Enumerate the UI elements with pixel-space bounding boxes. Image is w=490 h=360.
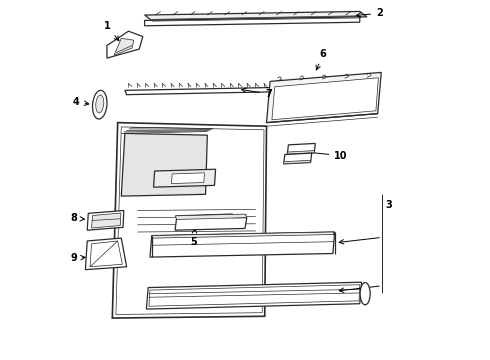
Text: 5: 5 [191, 229, 197, 247]
Polygon shape [284, 160, 311, 164]
Text: 10: 10 [303, 150, 348, 161]
Ellipse shape [96, 95, 104, 113]
Polygon shape [272, 78, 378, 120]
Text: 7: 7 [242, 88, 271, 99]
Polygon shape [145, 17, 360, 26]
Polygon shape [284, 153, 312, 164]
Polygon shape [85, 238, 126, 270]
Polygon shape [122, 134, 207, 196]
Polygon shape [267, 72, 381, 123]
Polygon shape [150, 232, 335, 257]
Polygon shape [116, 127, 264, 315]
Polygon shape [114, 39, 134, 55]
Polygon shape [107, 31, 143, 58]
Polygon shape [87, 211, 124, 230]
Polygon shape [153, 169, 216, 187]
Text: 9: 9 [70, 253, 85, 263]
Polygon shape [145, 12, 367, 21]
Polygon shape [287, 143, 315, 154]
Ellipse shape [360, 283, 370, 305]
Text: 3: 3 [385, 200, 392, 210]
Ellipse shape [93, 90, 107, 119]
Polygon shape [112, 123, 267, 318]
Text: 6: 6 [316, 49, 326, 70]
Polygon shape [175, 214, 247, 230]
Polygon shape [90, 241, 122, 267]
Polygon shape [287, 150, 314, 154]
Polygon shape [92, 213, 121, 228]
Polygon shape [147, 282, 362, 309]
Polygon shape [172, 173, 204, 184]
Polygon shape [175, 214, 247, 220]
Polygon shape [152, 232, 334, 238]
Text: 2: 2 [356, 8, 383, 18]
Text: 1: 1 [103, 21, 119, 41]
Polygon shape [125, 87, 313, 95]
Polygon shape [149, 285, 360, 306]
Text: 4: 4 [73, 97, 89, 107]
Text: 8: 8 [70, 213, 84, 223]
